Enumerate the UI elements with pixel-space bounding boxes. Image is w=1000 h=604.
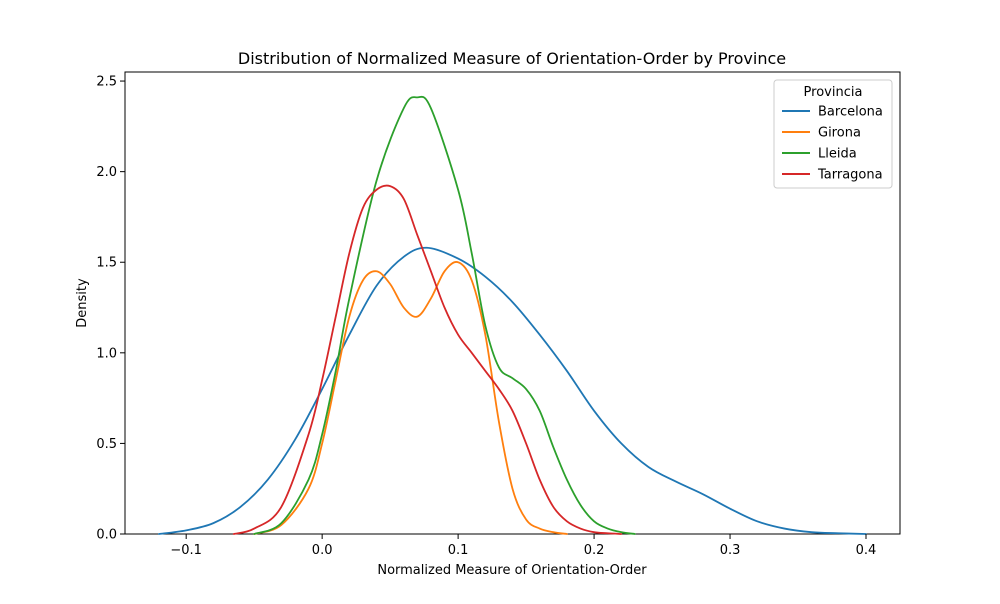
series-line-tarragona [232, 184, 623, 535]
series-layer [158, 95, 867, 535]
x-tick-label: 0.4 [856, 543, 877, 558]
legend-label: Tarragona [817, 168, 883, 183]
y-axis-label: Density [75, 278, 90, 328]
legend-label: Lleida [818, 147, 857, 162]
chart-title: Distribution of Normalized Measure of Or… [238, 49, 786, 68]
legend-item-tarragona: Tarragona [782, 168, 883, 183]
x-tick-label: 0.1 [448, 543, 469, 558]
y-tick-label: 1.5 [96, 256, 117, 271]
legend-title: Provincia [804, 85, 863, 100]
y-tick-label: 0.0 [96, 528, 117, 543]
legend-frame [773, 79, 893, 189]
x-tick-label: −0.1 [170, 543, 202, 558]
legend: Provincia Barcelona Girona Lleida Tarragona [773, 79, 893, 189]
plot-area-frame [124, 71, 901, 535]
y-axis-ticks: 0.0 0.5 1.0 1.5 2.0 2.5 [96, 75, 125, 543]
series-line-barcelona [158, 246, 867, 535]
legend-item-barcelona: Barcelona [782, 105, 883, 120]
y-tick-label: 1.0 [96, 346, 117, 361]
legend-items: Barcelona Girona Lleida Tarragona [782, 105, 883, 183]
x-tick-label: 0.2 [584, 543, 605, 558]
x-tick-label: 0.0 [312, 543, 333, 558]
legend-item-girona: Girona [782, 126, 861, 141]
x-axis-label: Normalized Measure of Orientation-Order [377, 563, 647, 578]
legend-label: Barcelona [818, 105, 883, 120]
series-line-girona [253, 261, 568, 535]
y-tick-label: 2.0 [96, 165, 117, 180]
x-tick-label: 0.3 [720, 543, 741, 558]
y-tick-label: 2.5 [96, 75, 117, 90]
legend-item-lleida: Lleida [782, 147, 857, 162]
series-line-lleida [253, 95, 636, 535]
legend-label: Girona [818, 126, 861, 141]
y-tick-label: 0.5 [96, 437, 117, 452]
x-axis-ticks: −0.1 0.0 0.1 0.2 0.3 0.4 [170, 534, 876, 558]
